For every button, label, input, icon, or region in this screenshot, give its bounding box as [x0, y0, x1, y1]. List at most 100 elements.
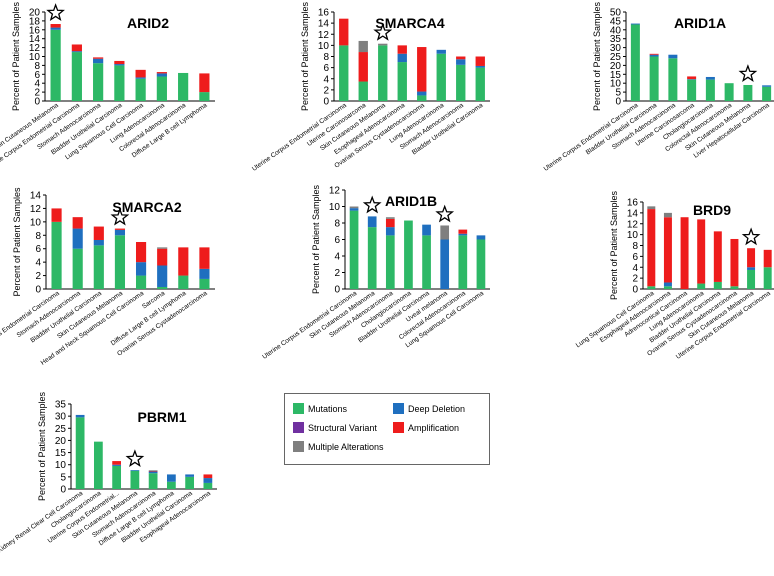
- bar-segment-mutations: [166, 481, 176, 489]
- bar-segment-deep-deletion: [112, 464, 122, 466]
- bar-segment-mutations: [743, 84, 753, 101]
- y-axis-label: Percent of Patient Samples: [311, 184, 321, 294]
- bar-segment-amplification: [93, 226, 104, 240]
- bar-segment-mutations: [358, 81, 368, 101]
- bar-segment-deep-deletion: [135, 77, 146, 79]
- y-tick-label: 12: [627, 219, 639, 230]
- bar-segment-amplification: [697, 219, 706, 284]
- bar-segment-mutations: [647, 286, 656, 289]
- bar-segment-amplification: [747, 248, 756, 268]
- y-tick-label: 2: [334, 268, 340, 279]
- bar-segment-mutations: [114, 65, 125, 101]
- bar-segment-deep-deletion: [114, 229, 126, 236]
- legend-swatch-mutations: [293, 403, 304, 414]
- bar-segment-deep-deletion: [663, 282, 672, 287]
- bar-segment-multiple-alterations: [440, 225, 450, 240]
- y-tick-label: 0: [35, 285, 41, 296]
- y-tick-label: 4: [334, 252, 340, 263]
- bar-segment-amplification: [339, 18, 349, 46]
- star-icon: [741, 227, 761, 246]
- bar-segment-mutations: [156, 76, 167, 101]
- bar-segment-mutations: [199, 278, 210, 289]
- bar-segment-deep-deletion: [203, 478, 213, 483]
- bar-segment-deep-deletion: [130, 470, 140, 471]
- bar-segment-deep-deletion: [436, 49, 446, 54]
- y-axis-label: Percent of Patient Samples: [609, 190, 619, 300]
- y-tick-label: 16: [318, 8, 330, 19]
- bar-segment-mutations: [687, 79, 697, 101]
- legend-swatch-deep-deletion: [393, 403, 404, 414]
- y-tick-label: 20: [29, 8, 41, 19]
- bar-segment-mutations: [112, 465, 122, 489]
- bar-segment-mutations: [422, 235, 431, 289]
- bar-segment-mutations: [404, 220, 413, 289]
- legend-item-multiple-alterations: Multiple Alterations: [293, 441, 384, 452]
- y-tick-label: 10: [30, 217, 42, 228]
- bar-segment-mutations: [114, 235, 126, 289]
- bar-segment-deep-deletion: [72, 228, 83, 249]
- bar-segment-amplification: [148, 471, 158, 472]
- chart-title: SMARCA2: [112, 199, 181, 215]
- bar-segment-amplification: [475, 56, 485, 66]
- bar-segment-mutations: [339, 45, 349, 101]
- y-tick-label: 10: [610, 79, 622, 90]
- chart-title: ARID1B: [385, 193, 437, 209]
- bar-segment-deep-deletion: [93, 239, 104, 246]
- bar-segment-amplification: [763, 249, 772, 268]
- bar-segment-mutations: [649, 56, 659, 101]
- bar-segment-amplification: [199, 73, 210, 93]
- bar-segment-amplification: [680, 217, 689, 289]
- legend-item-structural-variant: Structural Variant: [293, 422, 377, 433]
- bar-segment-mutations: [475, 67, 485, 101]
- bar-segment-amplification: [51, 208, 62, 222]
- bar-segment-mutations: [349, 210, 359, 289]
- bar-segment-mutations: [747, 269, 756, 289]
- bar-segment-amplification: [687, 76, 697, 80]
- chart-title: PBRM1: [137, 409, 186, 425]
- bar-segment-mutations: [630, 24, 640, 101]
- bar-segment-multiple-alterations: [349, 206, 359, 209]
- bar-segment-deep-deletion: [135, 262, 147, 276]
- y-tick-label: 35: [610, 34, 622, 45]
- bar-segment-amplification: [203, 474, 213, 479]
- bar-segment-deep-deletion: [385, 227, 395, 236]
- bar-segment-mutations: [417, 95, 427, 101]
- bar-segment-deep-deletion: [50, 27, 61, 30]
- y-tick-label: 40: [610, 25, 622, 36]
- legend-swatch-multiple-alterations: [293, 441, 304, 452]
- bar-segment-amplification: [199, 247, 210, 269]
- bar-segment-mutations: [178, 72, 189, 101]
- bar-segment-deep-deletion: [75, 414, 85, 418]
- legend-swatch-structural-variant: [293, 422, 304, 433]
- bar-segment-deep-deletion: [747, 267, 756, 270]
- bar-segment-deep-deletion: [349, 208, 359, 211]
- bar-segment-multiple-alterations: [148, 470, 158, 472]
- bar-segment-deep-deletion: [630, 23, 640, 25]
- bar-segment-mutations: [458, 235, 468, 289]
- star-icon: [46, 3, 65, 21]
- legend-swatch-amplification: [393, 422, 404, 433]
- bar-segment-amplification: [397, 45, 407, 54]
- y-tick-label: 50: [610, 8, 622, 19]
- bar-segment-deep-deletion: [417, 91, 427, 96]
- bar-segment-amplification: [647, 209, 656, 287]
- legend-label: Amplification: [408, 422, 460, 433]
- y-tick-label: 5: [60, 472, 66, 483]
- y-tick-label: 0: [323, 97, 329, 108]
- bar-segment-mutations: [436, 53, 446, 101]
- y-tick-label: 6: [34, 70, 40, 81]
- legend-label: Deep Deletion: [408, 403, 466, 414]
- bar-segment-amplification: [730, 238, 739, 287]
- star-icon: [362, 195, 382, 214]
- bar-segment-deep-deletion: [440, 239, 450, 289]
- y-tick-label: 0: [615, 97, 621, 108]
- legend-item-amplification: Amplification: [393, 422, 459, 433]
- bar-segment-mutations: [762, 86, 772, 101]
- y-tick-label: 10: [318, 41, 330, 52]
- y-tick-label: 8: [632, 241, 638, 252]
- bar-segment-amplification: [93, 57, 104, 59]
- y-tick-label: 10: [29, 52, 41, 63]
